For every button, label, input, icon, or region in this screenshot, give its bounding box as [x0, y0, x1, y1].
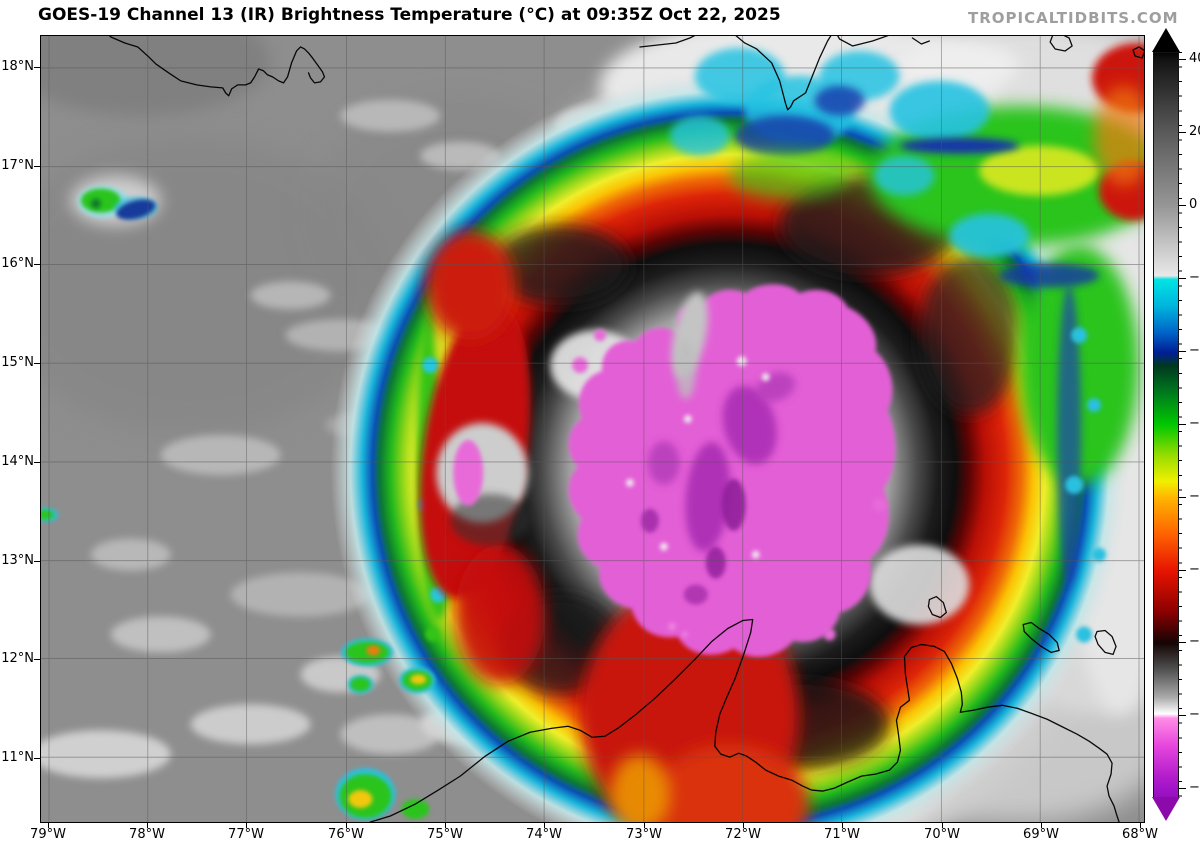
- lon-tick: [48, 823, 49, 828]
- lat-tick: [34, 561, 40, 562]
- colorbar-tick: [1179, 351, 1186, 352]
- lat-tick: [34, 462, 40, 463]
- lon-axis-label: 72°W: [725, 827, 761, 842]
- hurricane: [330, 36, 1144, 822]
- colorbar-tick-label: 40: [1189, 51, 1200, 66]
- lon-axis-label: 76°W: [328, 827, 364, 842]
- colorbar-tick: [1179, 715, 1186, 716]
- satellite-imagery: [41, 36, 1144, 822]
- map-canvas: [40, 35, 1145, 823]
- lon-tick: [1140, 823, 1141, 828]
- coastline-south-america: [369, 618, 1120, 822]
- lon-tick: [942, 823, 943, 828]
- lat-axis-label: 17°N: [1, 158, 34, 173]
- lat-axis-label: 13°N: [1, 553, 34, 568]
- coastline-hispaniola: [911, 37, 931, 45]
- lon-tick: [445, 823, 446, 828]
- island-bonaire: [1094, 629, 1117, 656]
- lat-axis-label: 14°N: [1, 454, 34, 469]
- colorbar: 40 20 0 −20 −30 −40 −50 −60 −70 −80 −90: [1152, 28, 1200, 833]
- coastline-jamaica: [108, 36, 326, 97]
- island-curacao: [1022, 621, 1060, 654]
- isolated-convection: [41, 175, 441, 821]
- tropicaltidbits-watermark: TROPICALTIDBITS.COM: [968, 9, 1179, 27]
- colorbar-tick: [1179, 205, 1186, 206]
- colorbar-tick-label: 20: [1189, 124, 1200, 139]
- lat-axis-label: 15°N: [1, 355, 34, 370]
- lat-tick: [34, 166, 40, 167]
- colorbar-tick: [1179, 788, 1186, 789]
- lon-tick: [842, 823, 843, 828]
- hurricane-cold-core: [568, 284, 896, 657]
- lon-axis-label: 74°W: [526, 827, 562, 842]
- colorbar-gradient: [1153, 52, 1179, 799]
- colorbar-tick-label: −60: [1189, 562, 1200, 577]
- lat-axis-label: 11°N: [1, 750, 34, 765]
- lon-tick: [346, 823, 347, 828]
- colorbar-tick: [1179, 497, 1186, 498]
- island-aruba: [927, 595, 948, 619]
- lat-tick: [34, 758, 40, 759]
- colorbar-tick: [1179, 278, 1186, 279]
- colorbar-tick: [1179, 570, 1186, 571]
- lat-tick: [34, 264, 40, 265]
- lon-axis-label: 79°W: [30, 827, 66, 842]
- lat-axis-label: 16°N: [1, 256, 34, 271]
- colorbar-tick: [1179, 424, 1186, 425]
- lat-tick: [34, 67, 40, 68]
- colorbar-tick-label: −50: [1189, 489, 1200, 504]
- lat-tick: [34, 363, 40, 364]
- colorbar-tick-label: −70: [1189, 634, 1200, 649]
- colorbar-up-arrow: [1152, 28, 1180, 52]
- lon-axis-label: 73°W: [626, 827, 662, 842]
- colorbar-tick-label: −20: [1189, 270, 1200, 285]
- lon-tick: [1041, 823, 1042, 828]
- lon-tick: [743, 823, 744, 828]
- lat-tick: [34, 659, 40, 660]
- lon-axis-label: 69°W: [1023, 827, 1059, 842]
- coastline-hispaniola: [639, 36, 696, 48]
- lon-tick: [147, 823, 148, 828]
- lon-axis-label: 71°W: [824, 827, 860, 842]
- lon-axis-label: 77°W: [228, 827, 264, 842]
- colorbar-tick-label: −90: [1189, 780, 1200, 795]
- colorbar-tick: [1179, 642, 1186, 643]
- lon-tick: [246, 823, 247, 828]
- colorbar-tick-label: −40: [1189, 416, 1200, 431]
- island-puerto-rico-islets: [1132, 46, 1144, 59]
- lat-axis-label: 12°N: [1, 651, 34, 666]
- lat-axis-label: 18°N: [1, 59, 34, 74]
- lon-tick: [544, 823, 545, 828]
- lon-tick: [644, 823, 645, 828]
- lon-axis-label: 75°W: [427, 827, 463, 842]
- lon-axis-label: 68°W: [1122, 827, 1158, 842]
- colorbar-tick-label: −80: [1189, 707, 1200, 722]
- gridlines: [41, 36, 1144, 822]
- colorbar-tick: [1179, 59, 1186, 60]
- coastline-hispaniola: [735, 36, 832, 111]
- page-title: GOES-19 Channel 13 (IR) Brightness Tempe…: [38, 5, 781, 25]
- colorbar-down-arrow: [1152, 797, 1180, 821]
- colorbar-tick: [1179, 132, 1186, 133]
- lon-axis-label: 78°W: [129, 827, 165, 842]
- colorbar-tick-label: −30: [1189, 343, 1200, 358]
- island-puerto-rico-islets: [1049, 36, 1073, 52]
- colorbar-tick-label: 0: [1189, 197, 1198, 212]
- lon-axis-label: 70°W: [924, 827, 960, 842]
- coastline-hispaniola: [837, 36, 889, 47]
